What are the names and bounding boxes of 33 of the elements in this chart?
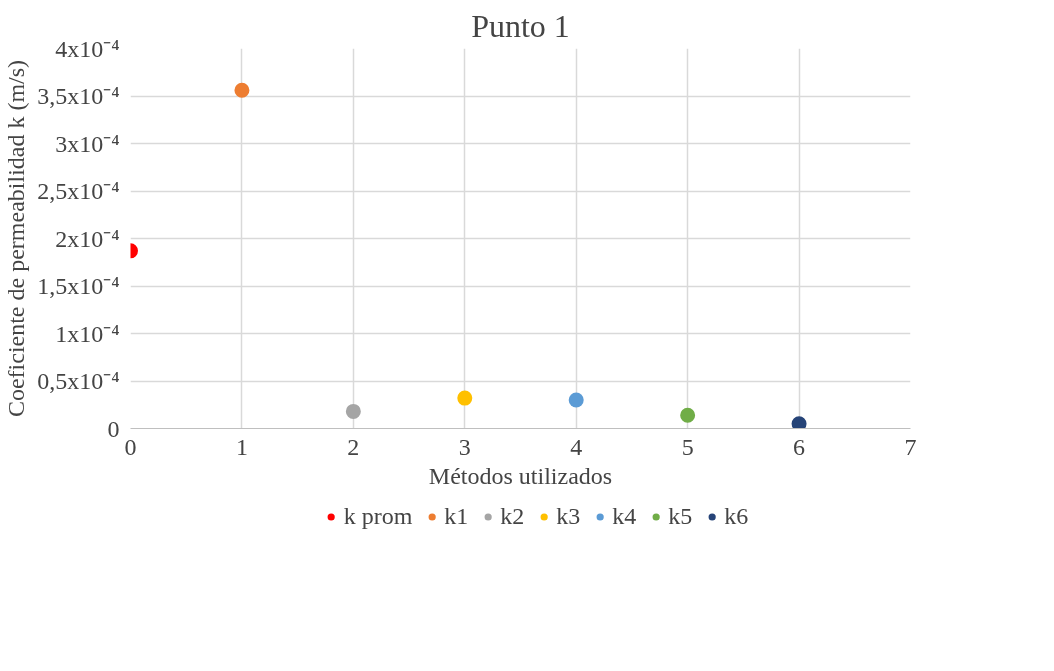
- y-tick-label: 2,5x10⁻⁴: [37, 178, 120, 204]
- point: [457, 390, 473, 406]
- point: [791, 416, 807, 429]
- x-tick-label: 3: [458, 433, 471, 460]
- legend-label: k3: [556, 502, 581, 530]
- legend-label: k4: [612, 502, 637, 530]
- x-tick-label: 1: [235, 433, 248, 460]
- x-axis-title: Métodos utilizados: [428, 462, 613, 489]
- point: [680, 407, 696, 423]
- y-tick-label: 0: [107, 415, 120, 442]
- y-tick-label: 2x10⁻⁴: [55, 225, 120, 252]
- x-tick-label: 5: [681, 433, 694, 460]
- point: [234, 82, 250, 98]
- legend-label: k6: [724, 502, 749, 530]
- legend-label: k5: [668, 502, 693, 530]
- y-tick-label: 4x10⁻⁴: [55, 35, 120, 62]
- legend-label: k prom: [343, 502, 413, 530]
- point: [568, 392, 584, 408]
- legend-label: k2: [500, 502, 525, 530]
- y-tick-label: 0,5x10⁻⁴: [37, 368, 120, 394]
- x-tick-label: 0: [124, 433, 137, 460]
- y-tick-label: 3x10⁻⁴: [55, 130, 120, 157]
- y-tick-label: 1,5x10⁻⁴: [37, 273, 120, 299]
- legend-label: k1: [444, 502, 469, 530]
- x-tick-label: 7: [904, 433, 917, 460]
- y-tick-label: 1x10⁻⁴: [55, 320, 120, 347]
- point: [345, 403, 361, 419]
- y-axis-title: Coeficiente de permeabilidad k (m/s): [3, 59, 30, 418]
- x-tick-label: 4: [570, 433, 583, 460]
- chart-title: Punto 1: [471, 7, 570, 44]
- x-tick-label: 2: [347, 433, 360, 460]
- x-tick-label: 6: [793, 433, 806, 460]
- y-tick-label: 3,5x10⁻⁴: [37, 83, 120, 109]
